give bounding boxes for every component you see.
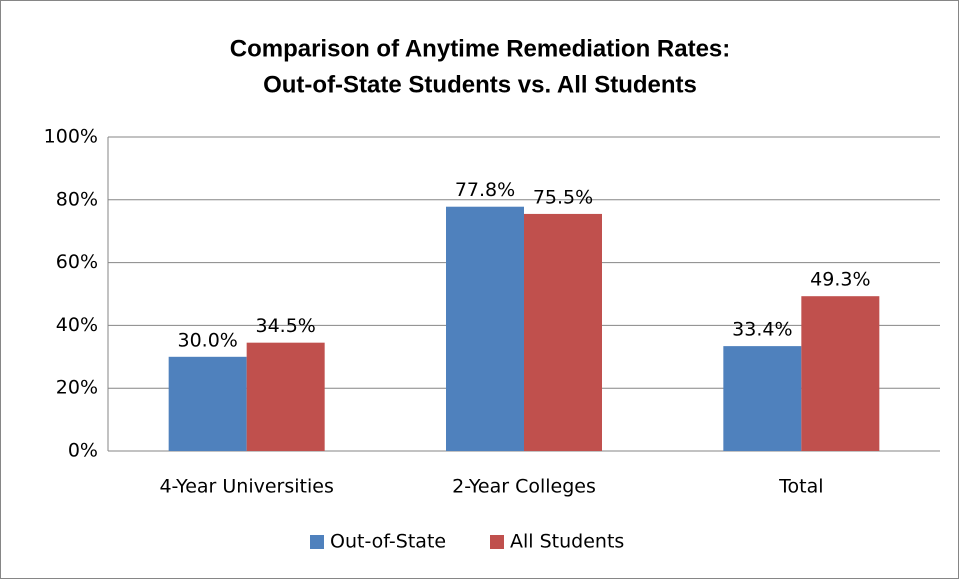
data-label: 33.4% (732, 319, 792, 341)
x-tick-label: Total (778, 476, 823, 498)
data-label: 49.3% (810, 269, 870, 291)
y-tick-label: 80% (56, 188, 98, 210)
bar (168, 356, 247, 451)
data-label: 30.0% (177, 329, 237, 351)
bar (524, 213, 602, 451)
bar (723, 346, 802, 451)
legend-swatch (310, 535, 324, 549)
y-tick-label: 0% (68, 440, 98, 462)
data-label: 77.8% (455, 179, 515, 201)
chart-title: Comparison of Anytime Remediation Rates: (230, 35, 731, 62)
legend-swatch (490, 535, 504, 549)
y-tick-label: 20% (56, 377, 98, 399)
y-tick-label: 40% (56, 314, 98, 336)
y-tick-label: 100% (44, 126, 98, 148)
x-tick-label: 2-Year Colleges (452, 476, 596, 498)
chart-title: Out-of-State Students vs. All Students (263, 71, 697, 98)
legend-label: Out-of-State (330, 531, 446, 553)
x-tick-label: 4-Year Universities (159, 476, 333, 498)
bar (801, 296, 880, 451)
data-label: 75.5% (533, 186, 593, 208)
legend-label: All Students (510, 531, 624, 553)
bar (246, 342, 325, 451)
y-tick-label: 60% (56, 251, 98, 273)
bar (446, 206, 524, 451)
data-label: 34.5% (255, 315, 315, 337)
